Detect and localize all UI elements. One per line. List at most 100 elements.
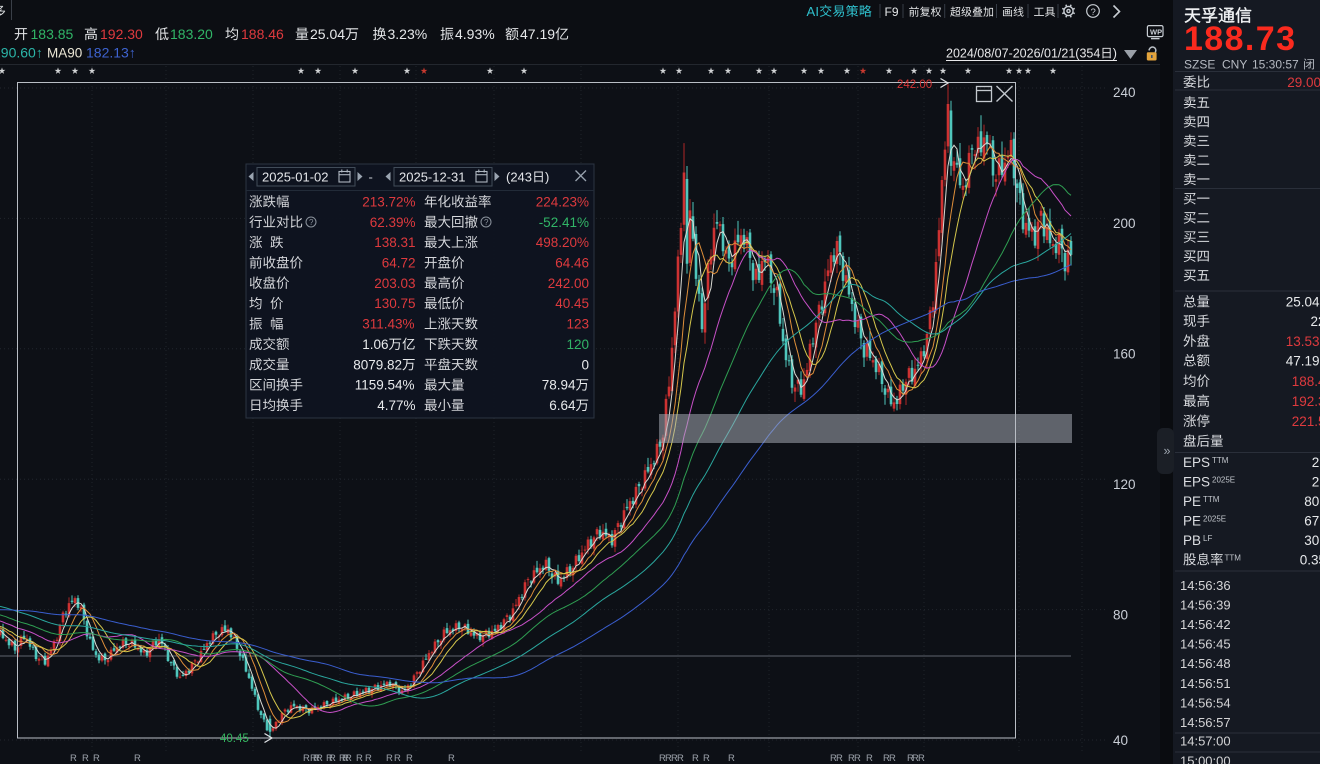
svg-text:123: 123: [567, 317, 590, 332]
svg-text:R: R: [889, 753, 896, 764]
svg-text:15:30:57: 15:30:57: [1252, 58, 1299, 72]
svg-text:40: 40: [1113, 733, 1128, 748]
svg-text:2025-01-02: 2025-01-02: [262, 170, 329, 185]
svg-text:8079.82: 8079.82: [353, 357, 402, 372]
svg-text:14:57:00: 14:57:00: [1180, 734, 1231, 749]
svg-text:2.41: 2.41: [1312, 455, 1320, 470]
svg-text:64.72: 64.72: [382, 256, 416, 271]
svg-text:2024/08/07-2026/01/21(354: 2024/08/07-2026/01/21(354: [946, 47, 1100, 61]
svg-text:14:56:51: 14:56:51: [1180, 676, 1231, 691]
svg-text:14:56:57: 14:56:57: [1180, 715, 1231, 730]
svg-text:160: 160: [1113, 346, 1136, 361]
svg-text:188.73: 188.73: [1184, 20, 1296, 58]
svg-text:?: ?: [309, 218, 314, 227]
svg-text:WP: WP: [1150, 28, 1162, 37]
svg-text:226: 226: [1311, 314, 1320, 329]
svg-text:221.57: 221.57: [1292, 414, 1320, 429]
svg-text:192.30: 192.30: [1292, 394, 1320, 409]
svg-text:1.06: 1.06: [362, 337, 388, 352]
svg-text:14:56:39: 14:56:39: [1180, 597, 1231, 612]
svg-text:EPS: EPS: [1183, 474, 1210, 489]
svg-text:R: R: [326, 753, 333, 764]
svg-text:R: R: [316, 753, 323, 764]
svg-text:R: R: [82, 753, 89, 764]
svg-text:R: R: [703, 753, 710, 764]
svg-text:40.45: 40.45: [220, 733, 249, 745]
svg-text:498.20%: 498.20%: [536, 235, 589, 250]
svg-text:4.77%: 4.77%: [377, 398, 415, 413]
svg-text:TTM: TTM: [1203, 495, 1220, 504]
svg-text:25.04: 25.04: [310, 26, 345, 42]
svg-text:R: R: [883, 753, 890, 764]
svg-text:-: -: [369, 170, 373, 185]
svg-text:R: R: [912, 753, 919, 764]
svg-text:14:56:36: 14:56:36: [1180, 578, 1231, 593]
svg-text:R: R: [310, 753, 317, 764]
svg-text:R: R: [313, 753, 320, 764]
svg-text:CNY: CNY: [1222, 58, 1247, 72]
svg-text:188.46: 188.46: [241, 26, 284, 42]
svg-text:R: R: [677, 753, 684, 764]
svg-text:224.23%: 224.23%: [536, 194, 589, 209]
svg-text:LF: LF: [1203, 534, 1212, 543]
svg-text:47.19: 47.19: [1286, 353, 1320, 368]
svg-text:R: R: [345, 753, 352, 764]
svg-text:4.93%: 4.93%: [455, 26, 495, 42]
svg-text:R: R: [907, 753, 914, 764]
svg-text:6.64: 6.64: [549, 398, 576, 413]
svg-text:67.42: 67.42: [1304, 513, 1320, 528]
svg-text:14:56:42: 14:56:42: [1180, 617, 1231, 632]
svg-text:242.00: 242.00: [897, 79, 932, 91]
svg-text:130.75: 130.75: [374, 296, 415, 311]
svg-text:»: »: [1164, 444, 1171, 458]
svg-text:188.46: 188.46: [1292, 374, 1320, 389]
svg-text:R: R: [329, 753, 336, 764]
svg-text:64.46: 64.46: [555, 256, 589, 271]
svg-text:R: R: [339, 753, 346, 764]
svg-text:0: 0: [582, 357, 590, 372]
svg-text:203.03: 203.03: [374, 276, 415, 291]
svg-text:F9: F9: [885, 5, 899, 19]
svg-text:AI: AI: [807, 4, 820, 19]
svg-text:40.45: 40.45: [555, 296, 589, 311]
svg-text:14:56:54: 14:56:54: [1180, 695, 1231, 710]
svg-text:62.39%: 62.39%: [370, 215, 416, 230]
svg-text:182.13↑: 182.13↑: [86, 45, 136, 61]
svg-text:): ): [0, 26, 1, 42]
svg-text:14:56:45: 14:56:45: [1180, 637, 1231, 652]
svg-text:R: R: [356, 753, 363, 764]
svg-text:EPS: EPS: [1183, 455, 1210, 470]
svg-text:3.23%: 3.23%: [388, 26, 428, 42]
svg-text:29.00%: 29.00%: [1287, 75, 1320, 90]
svg-text:?: ?: [1091, 7, 1096, 18]
svg-text:-52.41%: -52.41%: [539, 215, 589, 230]
svg-text:120: 120: [1113, 477, 1136, 492]
svg-text:PE: PE: [1183, 494, 1201, 509]
svg-text:R: R: [365, 753, 372, 764]
svg-text:R: R: [918, 753, 925, 764]
svg-text:R: R: [659, 753, 666, 764]
svg-text:R: R: [836, 753, 843, 764]
svg-text:R: R: [848, 753, 855, 764]
svg-text:213.72%: 213.72%: [362, 194, 415, 209]
svg-text:25.04: 25.04: [1286, 294, 1320, 309]
svg-text:200: 200: [1113, 216, 1136, 231]
svg-text:R: R: [342, 753, 349, 764]
svg-text:R: R: [830, 753, 837, 764]
svg-text:311.43%: 311.43%: [362, 317, 414, 332]
svg-text:14:56:48: 14:56:48: [1180, 656, 1231, 671]
svg-text:(243: (243: [506, 170, 532, 185]
svg-text:SZSE: SZSE: [1184, 58, 1215, 72]
svg-text:242.00: 242.00: [548, 276, 589, 291]
svg-text:PB: PB: [1183, 533, 1201, 548]
svg-text:183.20: 183.20: [170, 26, 213, 42]
svg-text:R: R: [394, 753, 401, 764]
svg-text:R: R: [665, 753, 672, 764]
svg-text:R: R: [386, 753, 393, 764]
svg-text:13.53: 13.53: [1286, 334, 1320, 349]
svg-text:R: R: [70, 753, 77, 764]
svg-text:2025E: 2025E: [1212, 476, 1235, 485]
svg-text:240: 240: [1113, 85, 1136, 100]
svg-text:R: R: [93, 753, 100, 764]
svg-text:0.35%: 0.35%: [1300, 552, 1320, 567]
